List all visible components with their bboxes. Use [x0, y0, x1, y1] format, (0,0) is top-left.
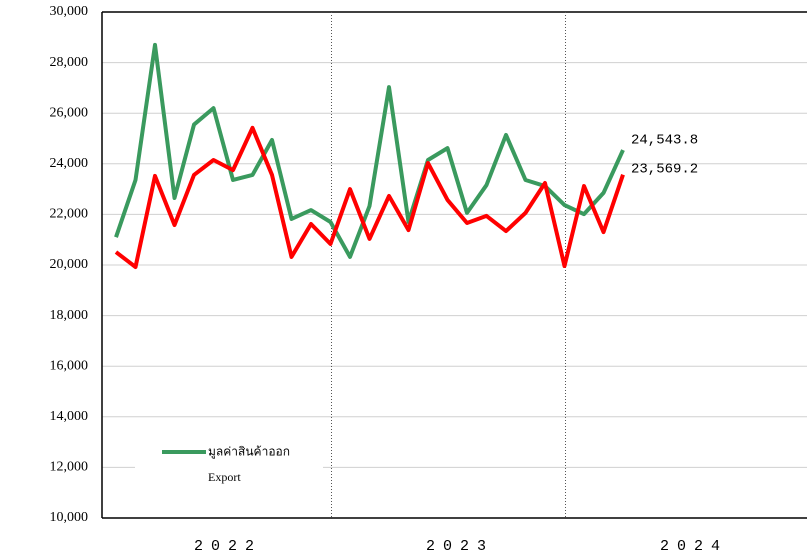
y-tick-label: 20,000 — [50, 257, 89, 272]
year-label: 2023 — [426, 538, 494, 555]
y-tick-label: 24,000 — [50, 156, 89, 171]
y-tick-label: 26,000 — [50, 105, 89, 120]
y-tick-label: 18,000 — [50, 308, 89, 323]
y-tick-label: 12,000 — [50, 460, 89, 475]
y-tick-label: 22,000 — [50, 207, 89, 222]
y-tick-label: 16,000 — [50, 358, 89, 373]
series-line — [114, 42, 625, 259]
year-label: 2022 — [194, 538, 262, 555]
legend-box — [135, 436, 323, 500]
legend-label: มูลค่าสินค้าออก — [208, 445, 290, 460]
y-tick-label: 14,000 — [50, 409, 89, 424]
value-label: 23,569.2 — [631, 161, 698, 177]
y-tick-label: 28,000 — [50, 55, 89, 70]
year-label: 2024 — [660, 538, 728, 555]
series-line — [114, 125, 625, 270]
legend-note: Export — [208, 470, 241, 484]
value-label: 24,543.8 — [631, 133, 698, 149]
y-tick-label: 30,000 — [50, 4, 89, 19]
y-tick-label: 10,000 — [50, 510, 89, 525]
